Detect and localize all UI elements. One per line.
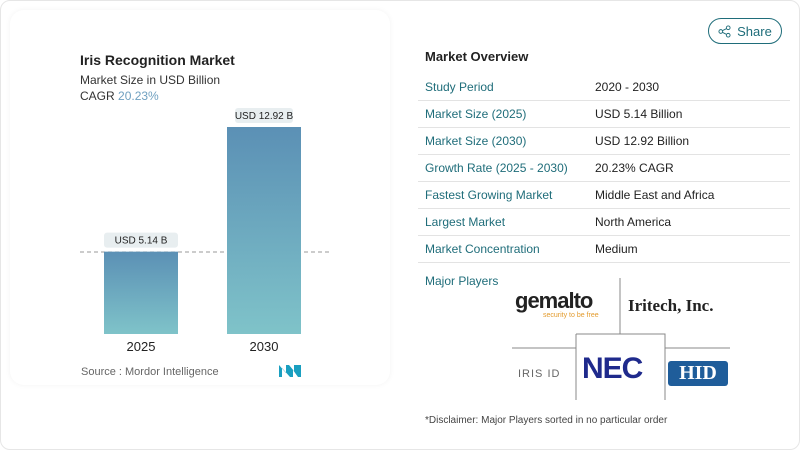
overview-row: Growth Rate (2025 - 2030) 20.23% CAGR (418, 155, 790, 182)
row-value: 20.23% CAGR (595, 161, 674, 175)
cagr-label: CAGR (80, 89, 115, 103)
iritech-logo: Iritech, Inc. (628, 296, 714, 315)
share-icon (718, 24, 731, 38)
gemalto-logo: gemalto security to be free (515, 288, 599, 320)
source-text: Source : Mordor Intelligence (81, 366, 219, 378)
row-value: Middle East and Africa (595, 188, 715, 202)
row-key: Market Concentration (425, 242, 540, 256)
overview-row: Market Size (2025) USD 5.14 Billion (418, 101, 790, 128)
row-key: Market Size (2030) (425, 134, 527, 148)
data-label-bg (104, 232, 178, 248)
chart-card (10, 10, 390, 385)
data-label: USD 5.14 B (115, 236, 168, 247)
overview-row: Largest Market North America (418, 209, 790, 236)
overview-title: Market Overview (425, 49, 529, 64)
row-value: USD 5.14 Billion (595, 107, 683, 121)
bar-chart: USD 5.14 B 2025 USD 12.92 B 2030 (80, 108, 330, 354)
row-value: Medium (595, 242, 638, 256)
nec-logo: NEC (582, 352, 643, 385)
row-value: North America (595, 215, 672, 229)
disclaimer: *Disclaimer: Major Players sorted in no … (425, 415, 668, 426)
row-key: Largest Market (425, 215, 506, 229)
cagr: CAGR 20.23% (80, 89, 159, 103)
mordor-logo-icon (279, 365, 301, 377)
row-key: Study Period (425, 80, 494, 94)
row-key: Fastest Growing Market (425, 188, 553, 202)
logo-grid-lines (512, 278, 730, 400)
overview-row: Fastest Growing Market Middle East and Af… (418, 182, 790, 209)
data-label-bg (235, 108, 293, 123)
share-label: Share (737, 23, 772, 39)
row-key: Growth Rate (2025 - 2030) (425, 161, 568, 175)
major-players-label: Major Players (425, 274, 499, 288)
bar-2025 (104, 251, 178, 334)
x-tick-label: 2025 (127, 339, 156, 354)
x-tick-label: 2030 (250, 339, 279, 354)
bar-2030 (227, 127, 301, 334)
chart-subtitle: Market Size in USD Billion (80, 73, 221, 87)
data-label: USD 12.92 B (235, 111, 294, 122)
row-value: 2020 - 2030 (595, 80, 660, 94)
share-button[interactable]: Share (708, 18, 782, 44)
overview-row: Market Size (2030) USD 12.92 Billion (418, 128, 790, 155)
row-value: USD 12.92 Billion (595, 134, 690, 148)
chart-title: Iris Recognition Market (80, 52, 235, 68)
overview-row: Study Period 2020 - 2030 (418, 74, 790, 101)
overview-row: Market Concentration Medium (418, 236, 790, 263)
hid-logo: HID (668, 361, 728, 386)
irisid-logo: IRIS ID (518, 368, 561, 380)
row-key: Market Size (2025) (425, 107, 527, 121)
cagr-value: 20.23% (118, 89, 159, 103)
